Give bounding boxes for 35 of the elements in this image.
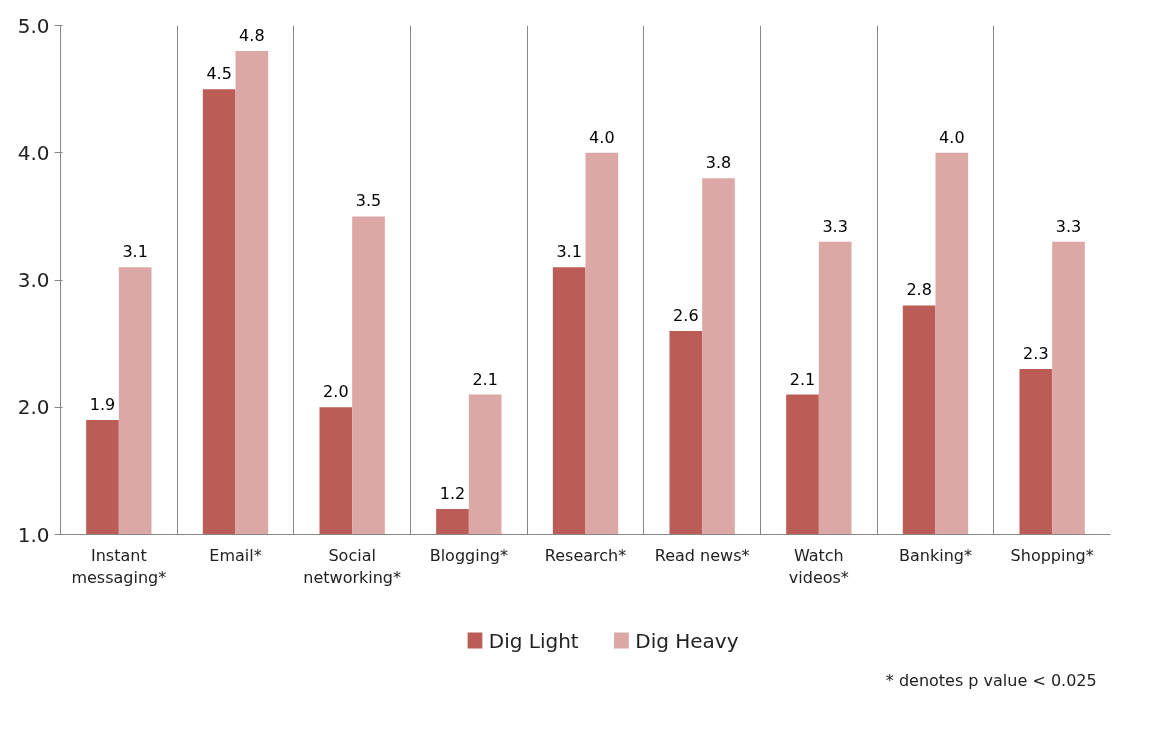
y-tick-label: 5.0 [17, 13, 50, 38]
x-tick-label: Banking* [899, 545, 972, 565]
data-label: 4.0 [589, 127, 615, 147]
data-label: 3.5 [355, 191, 382, 211]
data-label: 3.3 [1055, 216, 1082, 236]
x-tick-label: Shopping* [1010, 545, 1094, 565]
data-label: 2.1 [789, 369, 816, 389]
data-label: 4.0 [939, 127, 965, 147]
data-label: 3.1 [556, 242, 582, 262]
data-label: 2.8 [906, 280, 932, 300]
data-label: 3.3 [822, 216, 848, 236]
x-tick-label: Instant messaging* [71, 545, 167, 588]
x-tick-label: Email* [209, 545, 262, 565]
data-label: 2.3 [1023, 344, 1049, 364]
data-label: 4.8 [239, 25, 265, 45]
x-tick-label: Research* [544, 545, 627, 565]
data-label: 3.8 [705, 153, 732, 173]
data-label: 1.2 [439, 484, 466, 504]
data-label: 4.5 [206, 64, 232, 84]
x-tick-label: Social networking* [303, 545, 402, 588]
data-label: 3.1 [122, 242, 148, 262]
y-tick-label: 1.0 [17, 522, 50, 547]
y-tick-label: 2.0 [17, 395, 50, 420]
x-tick-label: Read news* [654, 545, 750, 565]
legend-label: Dig Light [488, 628, 579, 653]
x-tick-label: Watch videos* [788, 545, 849, 588]
data-label: 2.6 [673, 305, 699, 325]
data-label: 2.1 [472, 369, 498, 389]
y-tick-label: 3.0 [17, 268, 50, 292]
legend-label: Dig Heavy [635, 628, 739, 653]
text: * denotes p value < 0.025 [885, 671, 1097, 690]
data-label: 2.0 [323, 382, 349, 402]
y-tick-label: 4.0 [17, 140, 50, 165]
data-label: 1.9 [89, 394, 116, 414]
x-tick-label: Blogging* [429, 545, 508, 565]
